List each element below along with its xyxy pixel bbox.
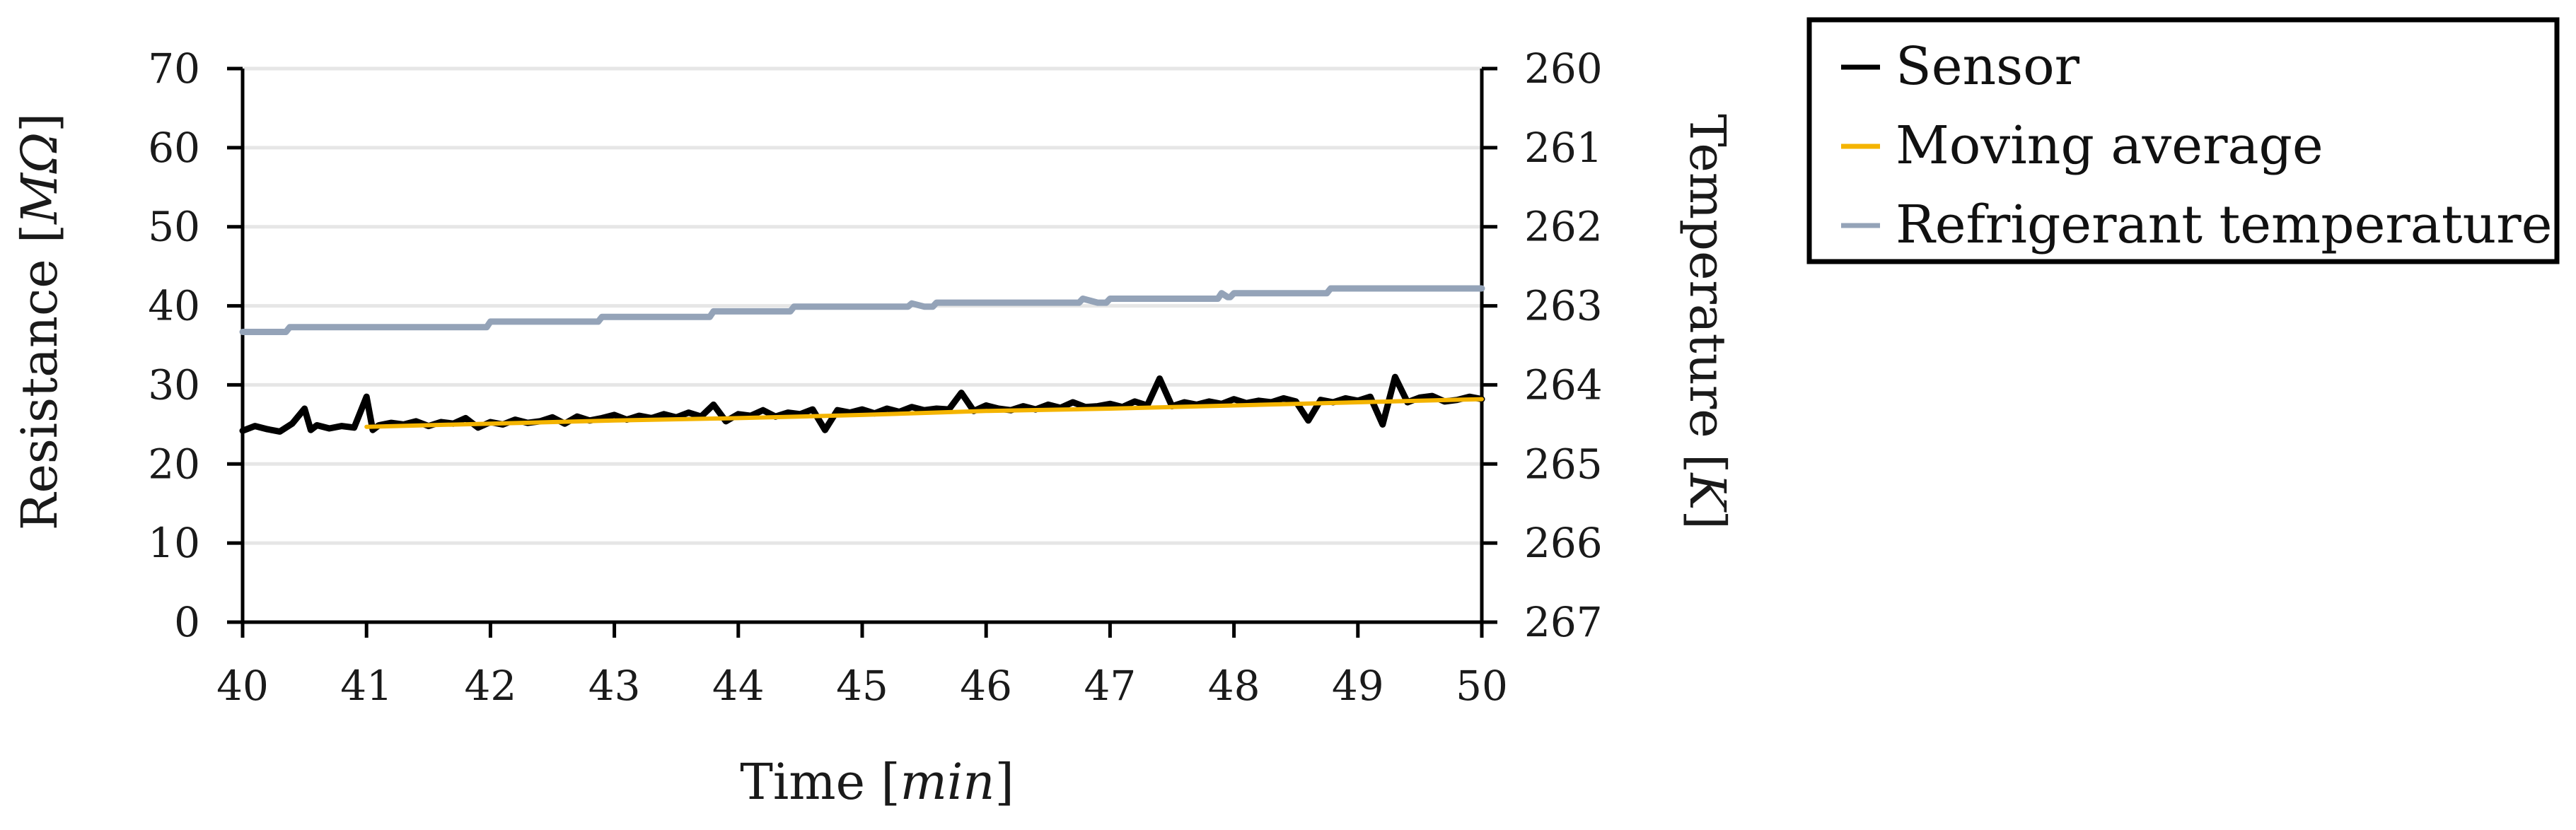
x-tick-label: 40: [216, 662, 269, 710]
y-tick-label: 0: [174, 598, 200, 646]
series-line-moving-average: [364, 397, 1484, 429]
y2-tick-label: 260: [1524, 45, 1603, 93]
x-axis-title: Time [min]: [740, 753, 1014, 811]
x-tick-label: 46: [960, 662, 1012, 710]
x-tick-label: 44: [712, 662, 765, 710]
y2-tick-label: 266: [1524, 519, 1603, 567]
legend-box: [1806, 17, 2560, 264]
y2-tick-label: 263: [1524, 282, 1603, 330]
grid-lines: [243, 66, 1482, 545]
x-tick-label: 41: [340, 662, 393, 710]
y-tick-label: 30: [148, 361, 200, 409]
y-tick-label: 50: [148, 203, 200, 251]
y-tick-label: 40: [148, 282, 200, 330]
tick-labels: 0 10 20 30 40 50 60 70 260 261 262 263 264 265 266 267 4…: [148, 45, 1603, 710]
x-tick-label: 42: [464, 662, 516, 710]
x-tick-label: 45: [836, 662, 888, 710]
legend: Sensor Moving average Refrigerant temperat…: [1806, 17, 2560, 264]
y-axis-title: Resistance [MΩ]: [11, 113, 69, 531]
y2-tick-label: 262: [1524, 203, 1603, 251]
y-tick-label: 70: [148, 45, 200, 93]
x-tick-label: 50: [1456, 662, 1508, 710]
y2-tick-label: 261: [1524, 124, 1603, 172]
y2-tick-label: 264: [1524, 361, 1603, 409]
x-tick-label: 49: [1332, 662, 1384, 710]
y-tick-label: 20: [148, 440, 200, 488]
legend-label: Sensor: [1896, 36, 2080, 97]
series-line-refrigerant-temperature: [239, 285, 1485, 335]
x-tick-label: 43: [588, 662, 641, 710]
series-layer: [239, 285, 1485, 435]
y-tick-label: 10: [148, 519, 200, 567]
y2-tick-label: 267: [1524, 598, 1603, 646]
y-tick-label: 60: [148, 124, 200, 172]
axes: [227, 66, 1497, 638]
y2-axis-title: Temperature [K]: [1678, 114, 1736, 530]
legend-label: Moving average: [1896, 115, 2323, 176]
x-tick-label: 47: [1084, 662, 1136, 710]
legend-label: Refrigerant temperature: [1896, 194, 2552, 255]
y2-tick-label: 265: [1524, 440, 1603, 488]
x-tick-label: 48: [1208, 662, 1260, 710]
